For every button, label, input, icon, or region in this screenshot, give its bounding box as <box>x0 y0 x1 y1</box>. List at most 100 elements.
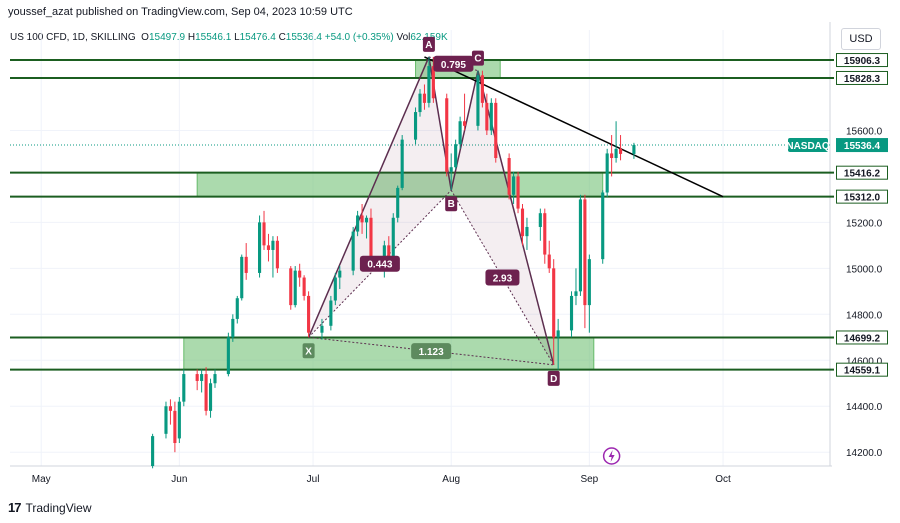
y-tick-label: 14200.0 <box>846 448 883 459</box>
candle <box>240 256 244 299</box>
candle <box>610 153 614 159</box>
open-label: O <box>141 32 149 43</box>
candle <box>422 93 427 103</box>
candle <box>618 148 623 154</box>
y-tick-label: 14800.0 <box>846 310 883 321</box>
harmonic-point-label: A <box>425 40 432 51</box>
open-value: 15497.9 <box>148 32 186 43</box>
candle <box>516 176 520 209</box>
candle <box>329 300 333 326</box>
harmonic-point-label-bg <box>471 50 484 66</box>
level-price-tag-bg <box>837 363 887 376</box>
candle <box>213 374 217 384</box>
x-tick-label: Aug <box>442 474 460 485</box>
candle <box>525 226 529 237</box>
candle <box>485 102 489 131</box>
currency-button[interactable]: USD <box>841 28 881 50</box>
candle <box>302 277 306 296</box>
demand-supply-zone <box>183 336 595 371</box>
harmonic-point-label: C <box>474 54 481 65</box>
x-tick-label: Jul <box>307 474 320 485</box>
candle <box>605 153 609 193</box>
candle <box>231 318 235 338</box>
candle <box>400 139 404 188</box>
candle <box>262 222 266 246</box>
candle <box>583 199 587 306</box>
candle <box>164 406 168 434</box>
harmonic-ratio-label-bg <box>485 269 520 286</box>
level-price-tag: 14559.1 <box>844 366 881 377</box>
harmonic-point-label-bg <box>547 370 560 386</box>
y-tick-label: 15600.0 <box>846 126 883 137</box>
candle <box>413 112 418 140</box>
candle <box>449 167 453 172</box>
close-value: 15536.4 <box>285 32 322 43</box>
level-price-tag-bg <box>837 190 887 203</box>
candle <box>632 145 636 154</box>
tradingview-logo[interactable]: 17 TradingView <box>8 500 92 515</box>
symbol-tag-bg <box>788 138 828 153</box>
current-price-tag: 15536.4 <box>844 141 881 152</box>
candle <box>293 270 297 306</box>
harmonic-ratio-label-bg <box>411 343 452 360</box>
harmonic-triangle-bcd <box>451 70 554 365</box>
candle <box>458 121 462 145</box>
candle <box>173 410 177 444</box>
high-value: 15546.1 <box>195 32 232 43</box>
candle <box>587 259 591 306</box>
change-value: +54.0 (+0.35%) <box>324 32 394 43</box>
candle <box>489 102 493 131</box>
candle <box>208 383 213 411</box>
harmonic-ratio-label-bg <box>433 55 474 72</box>
candle <box>151 436 155 466</box>
candle <box>360 215 364 223</box>
candle <box>601 192 605 260</box>
harmonic-point-label: D <box>550 374 557 385</box>
candle <box>418 93 422 113</box>
candle <box>578 199 582 292</box>
candle <box>168 406 172 411</box>
harmonic-point-label-bg <box>302 343 315 359</box>
harmonic-point-label-bg <box>445 196 458 212</box>
harmonic-ratio-label: 2.93 <box>493 274 513 285</box>
x-tick-label: May <box>32 474 51 485</box>
x-tick-label: Jun <box>171 474 187 485</box>
candle <box>271 240 275 250</box>
volume-label: Vol <box>396 32 411 43</box>
candle <box>369 217 373 262</box>
candle <box>298 270 302 278</box>
current-price-tag-bg <box>836 138 888 153</box>
candle <box>266 245 271 250</box>
candle <box>574 291 578 296</box>
trend-line <box>424 56 724 198</box>
harmonic-point-label: B <box>448 199 455 210</box>
candle <box>364 217 369 223</box>
candle <box>454 144 458 168</box>
candle <box>427 66 431 103</box>
symbol-name[interactable]: US 100 CFD, 1D, SKILLING <box>10 32 136 43</box>
tradingview-logo-icon: 17 <box>8 500 22 515</box>
lightning-glyph <box>608 450 615 462</box>
harmonic-ratio-line <box>308 336 554 366</box>
candle <box>351 231 355 271</box>
harmonic-ratio-label: 0.795 <box>441 60 466 71</box>
candle <box>543 213 547 255</box>
low-label: L <box>234 32 240 43</box>
candle <box>512 176 516 195</box>
candle <box>307 295 311 333</box>
candle <box>538 213 542 227</box>
close-label: C <box>278 32 286 43</box>
candle <box>463 121 467 126</box>
candle <box>338 270 342 278</box>
candle <box>569 295 574 331</box>
high-label: H <box>187 32 196 43</box>
candle <box>445 98 449 172</box>
publish-info: youssef_azat published on TradingView.co… <box>8 6 353 18</box>
candle <box>431 66 435 99</box>
low-value: 15476.4 <box>239 32 276 43</box>
harmonic-point-label: X <box>305 346 312 357</box>
candle <box>382 245 386 262</box>
level-price-tag: 15828.3 <box>844 74 881 85</box>
candle <box>547 254 551 269</box>
